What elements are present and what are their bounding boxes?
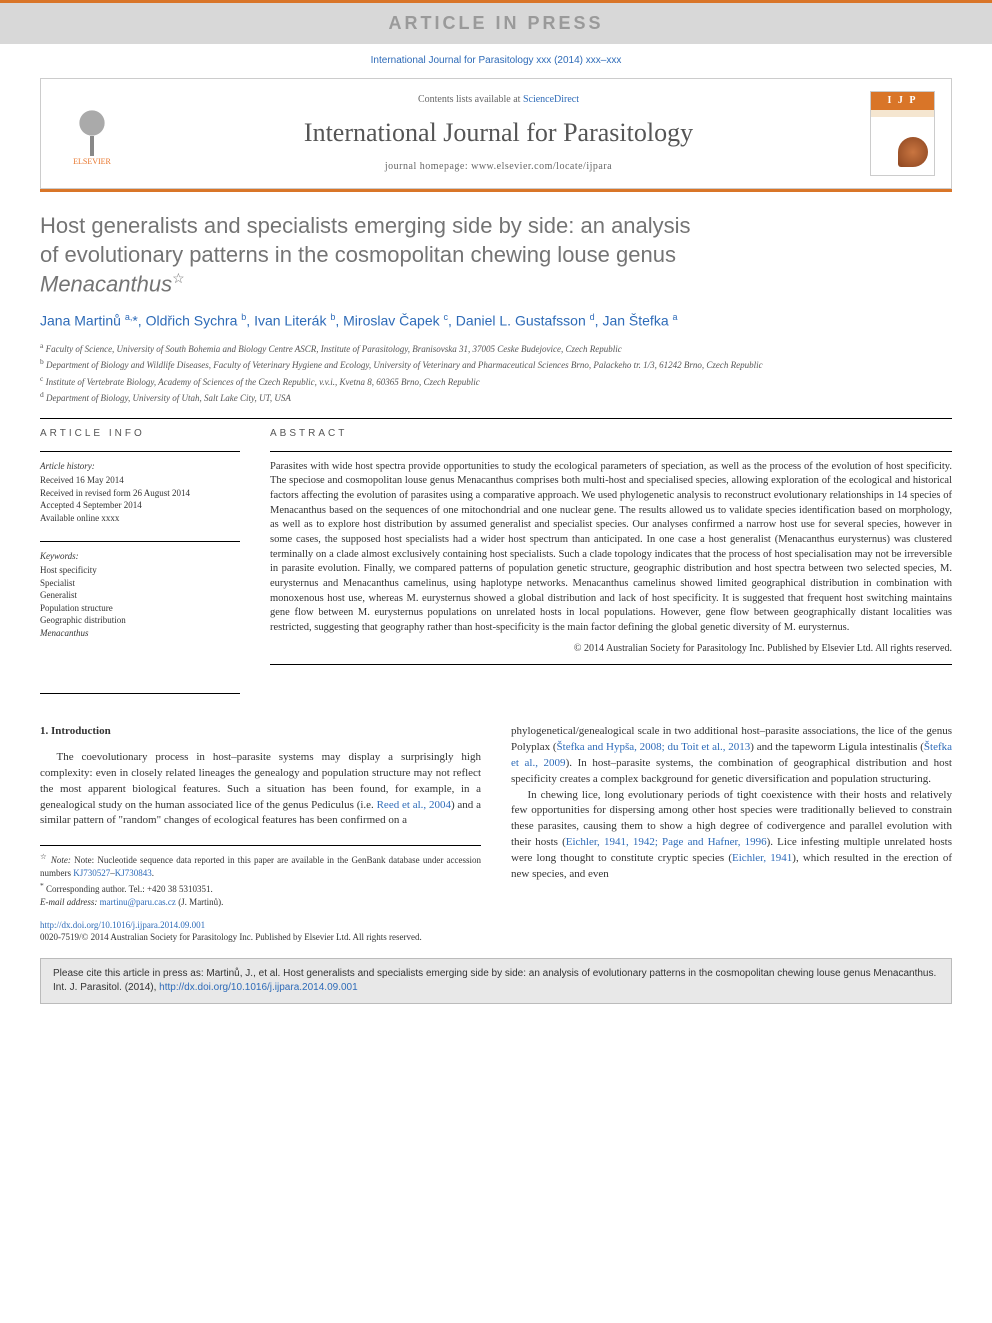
footnote-email: E-mail address: martinu@paru.cas.cz (J. … — [40, 896, 481, 909]
citation-doi-link[interactable]: http://dx.doi.org/10.1016/j.ijpara.2014.… — [159, 982, 357, 993]
email-link[interactable]: martinu@paru.cas.cz — [100, 897, 176, 907]
divider — [270, 451, 952, 452]
divider — [40, 541, 240, 542]
abstract-copyright: © 2014 Australian Society for Parasitolo… — [270, 642, 952, 656]
intro-para-3: In chewing lice, long evolutionary perio… — [511, 788, 952, 884]
abstract-heading: ABSTRACT — [270, 427, 952, 441]
article-title: Host generalists and specialists emergin… — [40, 212, 952, 299]
cover-shell-icon — [898, 137, 928, 167]
citation-link[interactable]: Eichler, 1941, 1942; Page and Hafner, 19… — [566, 836, 767, 848]
affiliations: a Faculty of Science, University of Sout… — [40, 340, 952, 406]
citation-link[interactable]: Reed et al., 2004 — [377, 799, 451, 811]
star-icon: * — [40, 881, 44, 890]
article-in-press-banner: ARTICLE IN PRESS — [0, 0, 992, 44]
title-line-2: of evolutionary patterns in the cosmopol… — [40, 242, 676, 267]
citation-link[interactable]: Štefka and Hypša, 2008; du Toit et al., … — [557, 741, 751, 753]
title-line-1: Host generalists and specialists emergin… — [40, 213, 691, 238]
abstract-column: ABSTRACT Parasites with wide host spectr… — [270, 427, 952, 673]
keywords-label: Keywords: — [40, 550, 240, 563]
body-column-right: phylogenetical/genealogical scale in two… — [511, 724, 952, 909]
keyword: Geographic distribution — [40, 614, 240, 627]
text: (J. Martinů). — [176, 897, 224, 907]
contents-prefix: Contents lists available at — [418, 94, 523, 105]
affiliation-line: d Department of Biology, University of U… — [40, 389, 952, 406]
sciencedirect-link[interactable]: ScienceDirect — [523, 94, 579, 105]
genbank-link[interactable]: KJ730527 — [73, 868, 110, 878]
text: ). In host–parasite systems, the combina… — [511, 757, 952, 785]
keyword: Population structure — [40, 602, 240, 615]
body-columns: 1. Introduction The coevolutionary proce… — [40, 724, 952, 909]
abstract-text: Parasites with wide host spectra provide… — [270, 460, 952, 636]
issn-copyright: 0020-7519/© 2014 Australian Society for … — [40, 932, 422, 942]
genbank-link[interactable]: KJ730843 — [115, 868, 152, 878]
footnote-note: ☆ Note: Note: Nucleotide sequence data r… — [40, 852, 481, 880]
divider — [40, 418, 952, 419]
keyword: Specialist — [40, 577, 240, 590]
journal-reference: International Journal for Parasitology x… — [0, 44, 992, 78]
affiliation-line: a Faculty of Science, University of Sout… — [40, 340, 952, 357]
cover-label: I J P — [871, 92, 934, 110]
citation-box: Please cite this article in press as: Ma… — [40, 958, 952, 1004]
title-line-3-genus: Menacanthus — [40, 272, 172, 297]
divider — [270, 664, 952, 665]
email-label: E-mail address: — [40, 897, 100, 907]
journal-header: ELSEVIER Contents lists available at Sci… — [40, 78, 952, 189]
affiliation-line: b Department of Biology and Wildlife Dis… — [40, 356, 952, 373]
keyword: Generalist — [40, 589, 240, 602]
article-info-heading: ARTICLE INFO — [40, 427, 240, 441]
history-line: Received 16 May 2014 — [40, 474, 240, 487]
affiliation-line: c Institute of Vertebrate Biology, Acade… — [40, 373, 952, 390]
homepage-prefix: journal homepage: — [385, 161, 471, 172]
author-list: Jana Martinů a,*, Oldřich Sychra b, Ivan… — [40, 311, 952, 331]
divider — [40, 451, 240, 452]
divider — [40, 693, 240, 694]
article-history-block: Article history: Received 16 May 2014 Re… — [40, 460, 240, 525]
footnotes: ☆ Note: Note: Nucleotide sequence data r… — [40, 845, 481, 908]
text: ) and the tapeworm Ligula intestinalis ( — [750, 741, 924, 753]
intro-heading: 1. Introduction — [40, 724, 481, 740]
intro-para-2: phylogenetical/genealogical scale in two… — [511, 724, 952, 788]
keyword: Host specificity — [40, 564, 240, 577]
text: Corresponding author. Tel.: +420 38 5310… — [46, 884, 213, 894]
citation-link[interactable]: Eichler, 1941 — [732, 852, 792, 864]
homepage-line: journal homepage: www.elsevier.com/locat… — [143, 160, 854, 174]
info-abstract-row: ARTICLE INFO Article history: Received 1… — [40, 427, 952, 673]
journal-cover-thumbnail: I J P — [870, 91, 935, 176]
elsevier-label: ELSEVIER — [73, 156, 111, 167]
keywords-block: Keywords: Host specificity Specialist Ge… — [40, 550, 240, 640]
contents-line: Contents lists available at ScienceDirec… — [143, 93, 854, 107]
orange-divider — [40, 189, 952, 192]
history-line: Accepted 4 September 2014 — [40, 499, 240, 512]
doi-block: http://dx.doi.org/10.1016/j.ijpara.2014.… — [40, 919, 952, 944]
elsevier-tree-icon — [67, 101, 117, 156]
footnote-corresponding: * Corresponding author. Tel.: +420 38 53… — [40, 881, 481, 896]
elsevier-logo: ELSEVIER — [57, 94, 127, 174]
intro-para-1: The coevolutionary process in host–paras… — [40, 750, 481, 830]
article-info-column: ARTICLE INFO Article history: Received 1… — [40, 427, 240, 673]
history-label: Article history: — [40, 460, 240, 473]
text: . — [152, 868, 154, 878]
history-line: Received in revised form 26 August 2014 — [40, 487, 240, 500]
body-column-left: 1. Introduction The coevolutionary proce… — [40, 724, 481, 909]
doi-link[interactable]: http://dx.doi.org/10.1016/j.ijpara.2014.… — [40, 920, 205, 930]
star-icon: ☆ — [40, 852, 48, 861]
history-line: Available online xxxx — [40, 512, 240, 525]
title-footnote-star: ☆ — [172, 270, 185, 286]
keyword: Menacanthus — [40, 627, 240, 640]
header-center: Contents lists available at ScienceDirec… — [143, 93, 854, 173]
homepage-url[interactable]: www.elsevier.com/locate/ijpara — [471, 161, 612, 172]
journal-title: International Journal for Parasitology — [143, 115, 854, 151]
